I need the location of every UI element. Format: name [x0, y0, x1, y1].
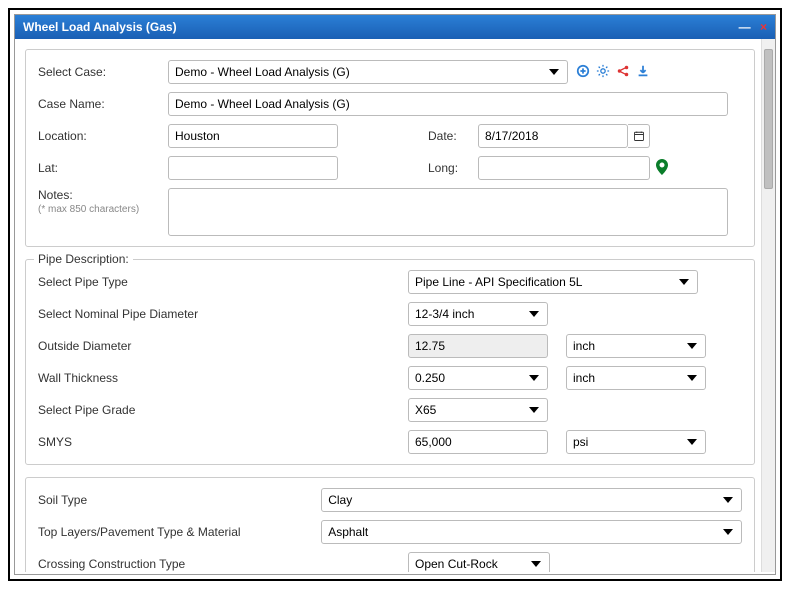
calendar-icon[interactable] [628, 124, 650, 148]
vertical-scrollbar[interactable] [761, 39, 775, 572]
pipe-type-label: Select Pipe Type [38, 275, 408, 289]
wall-thickness-label: Wall Thickness [38, 371, 408, 385]
window-title: Wheel Load Analysis (Gas) [23, 20, 177, 34]
wall-thickness-select[interactable]: 0.250 [408, 366, 548, 390]
add-icon[interactable] [576, 64, 590, 81]
select-case-label: Select Case: [38, 65, 168, 79]
date-label: Date: [428, 129, 478, 143]
long-label: Long: [428, 161, 478, 175]
window-titlebar: Wheel Load Analysis (Gas) — × [15, 15, 775, 39]
notes-label: Notes: (* max 850 characters) [38, 188, 168, 215]
close-icon[interactable]: × [760, 20, 767, 34]
smys-input[interactable] [408, 430, 548, 454]
crossing-type-label: Crossing Construction Type [38, 557, 408, 571]
nominal-diameter-label: Select Nominal Pipe Diameter [38, 307, 408, 321]
wall-thickness-unit[interactable]: inch [566, 366, 706, 390]
smys-label: SMYS [38, 435, 408, 449]
gear-icon[interactable] [596, 64, 610, 81]
pipe-grade-label: Select Pipe Grade [38, 403, 408, 417]
date-input[interactable] [478, 124, 628, 148]
soil-section: Soil Type Clay Top Layers/Pavement Type … [25, 477, 755, 572]
lat-input[interactable] [168, 156, 338, 180]
soil-type-select[interactable]: Clay [321, 488, 742, 512]
case-section: Select Case: Demo - Wheel Load Analysis … [25, 49, 755, 247]
smys-unit[interactable]: psi [566, 430, 706, 454]
pipe-description-legend: Pipe Description: [34, 252, 133, 266]
outside-diameter-label: Outside Diameter [38, 339, 408, 353]
download-icon[interactable] [636, 64, 650, 81]
crossing-type-select[interactable]: Open Cut-Rock [408, 552, 550, 572]
case-name-input[interactable] [168, 92, 728, 116]
case-name-label: Case Name: [38, 97, 168, 111]
pavement-type-select[interactable]: Asphalt [321, 520, 742, 544]
location-input[interactable] [168, 124, 338, 148]
pavement-type-label: Top Layers/Pavement Type & Material [38, 525, 321, 539]
location-label: Location: [38, 129, 168, 143]
minimize-icon[interactable]: — [739, 20, 751, 34]
scrollbar-thumb[interactable] [764, 49, 773, 189]
nominal-diameter-select[interactable]: 12-3/4 inch [408, 302, 548, 326]
outside-diameter-unit[interactable]: inch [566, 334, 706, 358]
lat-label: Lat: [38, 161, 168, 175]
map-pin-icon[interactable] [656, 159, 668, 178]
pipe-type-select[interactable]: Pipe Line - API Specification 5L [408, 270, 698, 294]
long-input[interactable] [478, 156, 650, 180]
outside-diameter-input [408, 334, 548, 358]
select-case-dropdown[interactable]: Demo - Wheel Load Analysis (G) [168, 60, 568, 84]
pipe-grade-select[interactable]: X65 [408, 398, 548, 422]
pipe-description-section: Pipe Description: Select Pipe Type Pipe … [25, 259, 755, 465]
notes-textarea[interactable] [168, 188, 728, 236]
share-icon[interactable] [616, 64, 630, 81]
soil-type-label: Soil Type [38, 493, 321, 507]
